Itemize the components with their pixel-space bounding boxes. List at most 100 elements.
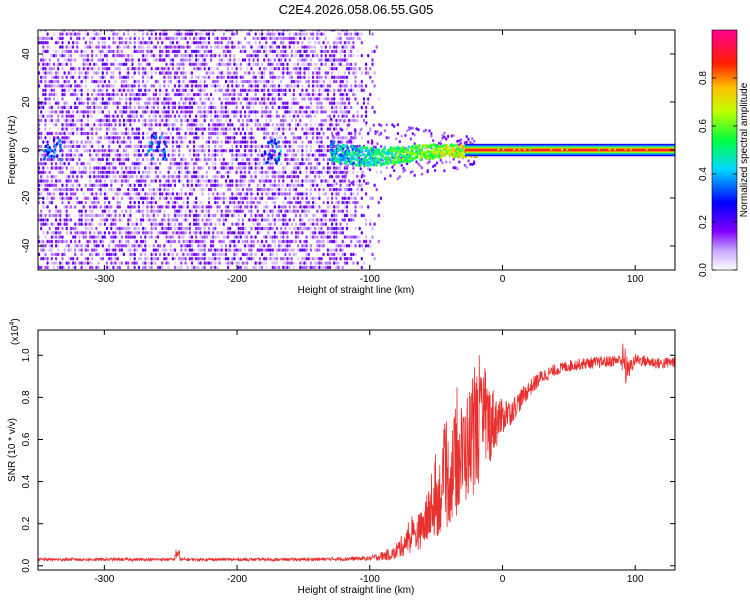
heatmap-cell xyxy=(137,67,140,71)
heatmap-cell xyxy=(40,162,43,166)
heatmap-cell xyxy=(203,79,206,84)
heatmap-cell xyxy=(76,200,79,205)
heatmap-cell xyxy=(252,54,255,58)
heatmap-cell xyxy=(169,248,172,252)
heatmap-cell xyxy=(269,118,272,123)
heatmap-cell xyxy=(180,88,183,92)
heatmap-cell xyxy=(65,213,68,218)
heatmap-cell xyxy=(173,149,177,153)
heatmap-cell xyxy=(125,144,128,149)
heatmap-cell xyxy=(178,45,181,49)
heatmap-cell xyxy=(284,105,287,110)
heatmap-cell xyxy=(84,265,87,270)
heatmap-cell xyxy=(307,75,310,79)
heatmap-cell xyxy=(74,192,77,196)
heatmap-cell xyxy=(261,218,264,222)
heatmap-cell xyxy=(127,265,130,270)
heatmap-cell xyxy=(178,114,181,118)
heatmap-cell xyxy=(328,235,332,239)
heatmap-cell xyxy=(180,231,183,235)
heatmap-cell xyxy=(178,209,181,213)
heatmap-cell xyxy=(69,183,73,187)
heatmap-cell xyxy=(212,153,215,157)
heatmap-cell xyxy=(84,131,87,136)
heatmap-cell xyxy=(273,196,276,200)
heatmap-cell xyxy=(235,153,238,157)
heatmap-cell xyxy=(195,175,198,179)
heatmap-cell xyxy=(137,257,140,261)
heatmap-cell xyxy=(84,200,87,205)
heatmap-cell xyxy=(67,149,70,153)
heatmap-cell xyxy=(99,97,102,101)
heatmap-cell xyxy=(61,84,64,88)
heatmap-cell xyxy=(265,265,268,270)
heatmap-cell xyxy=(326,114,329,118)
heatmap-cell xyxy=(311,32,315,36)
heatmap-cell xyxy=(248,252,251,257)
heatmap-cell xyxy=(277,187,281,192)
heatmap-cell xyxy=(84,205,87,209)
heatmap-cell xyxy=(326,235,329,239)
heatmap-cell xyxy=(269,110,272,114)
heatmap-cell xyxy=(176,41,179,45)
heatmap-cell xyxy=(275,36,278,41)
heatmap-cell xyxy=(144,183,147,187)
heatmap-cell xyxy=(309,244,312,248)
heatmap-cell xyxy=(163,226,166,231)
heatmap-cell xyxy=(156,110,160,114)
heatmap-cell xyxy=(267,92,270,97)
heatmap-cell xyxy=(333,187,336,192)
heatmap-cell xyxy=(169,71,172,75)
heatmap-cell xyxy=(186,200,189,205)
heatmap-cell xyxy=(267,144,270,149)
heatmap-cell xyxy=(328,54,332,58)
heatmap-cell xyxy=(180,261,183,265)
heatmap-cell xyxy=(38,118,41,123)
heatmap-cell xyxy=(273,75,276,79)
heatmap-cell xyxy=(193,218,196,222)
heatmap-cell xyxy=(227,58,230,62)
heatmap-cell xyxy=(239,79,242,84)
heatmap-cell xyxy=(288,183,291,187)
heatmap-cell xyxy=(273,200,276,205)
heatmap-cell xyxy=(103,218,106,222)
heatmap-cell xyxy=(271,218,274,222)
heatmap-cell xyxy=(271,36,274,41)
heatmap-cell xyxy=(288,84,291,88)
heatmap-cell xyxy=(69,92,73,97)
heatmap-cell xyxy=(250,54,253,58)
heatmap-cell xyxy=(258,183,261,187)
heatmap-cell xyxy=(44,162,47,166)
heatmap-cell xyxy=(154,235,157,239)
heatmap-cell xyxy=(241,200,244,205)
heatmap-cell xyxy=(227,84,230,88)
heatmap-cell xyxy=(91,170,94,174)
heatmap-cell xyxy=(288,162,291,166)
heatmap-cell xyxy=(203,67,206,71)
heatmap-cell xyxy=(203,222,206,226)
heatmap-cell xyxy=(176,75,179,79)
heatmap-cell xyxy=(154,261,157,265)
heatmap-cell xyxy=(250,239,253,244)
heatmap-cell xyxy=(125,131,128,136)
heatmap-cell xyxy=(241,97,244,101)
heatmap-cell xyxy=(265,118,268,123)
heatmap-cell xyxy=(152,45,155,49)
heatmap-cell xyxy=(316,261,319,265)
heatmap-cell xyxy=(82,75,85,79)
heatmap-cell xyxy=(301,97,304,101)
heatmap-cell xyxy=(193,101,196,105)
heatmap-cell xyxy=(203,110,206,114)
heatmap-cell xyxy=(133,153,136,157)
heatmap-cell xyxy=(303,257,306,261)
heatmap-cell xyxy=(176,144,179,149)
heatmap-cell xyxy=(91,218,94,222)
heatmap-cell xyxy=(72,157,75,162)
heatmap-cell xyxy=(178,92,181,97)
heatmap-cell xyxy=(216,123,219,127)
heatmap-cell xyxy=(165,192,168,196)
heatmap-cell xyxy=(218,114,221,118)
heatmap-cell xyxy=(292,162,295,166)
heatmap-cell xyxy=(188,153,191,157)
heatmap-cell xyxy=(265,41,268,45)
